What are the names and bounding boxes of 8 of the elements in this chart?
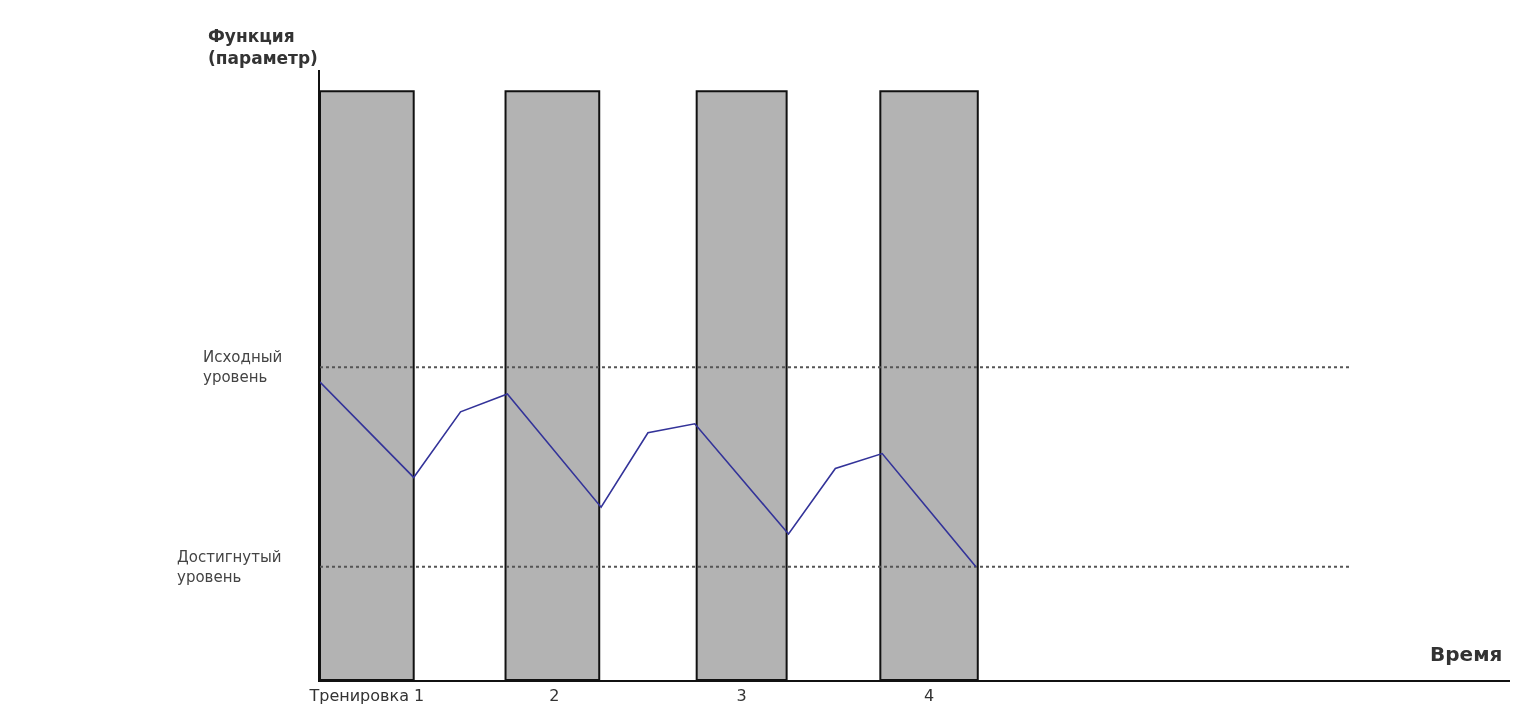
text: Функция (параметр) [208,26,318,69]
x-tick-label: 3 [736,686,747,706]
x-axis-title: Время [1430,642,1503,666]
ref-line-label: Достигнутый уровень [177,548,282,586]
x-tick-label: 2 [549,686,560,706]
x-tick-label: 4 [923,686,935,706]
x-tick-label: Тренировка 1 [308,686,425,706]
ref-line-label: Исходный уровень [203,348,283,386]
